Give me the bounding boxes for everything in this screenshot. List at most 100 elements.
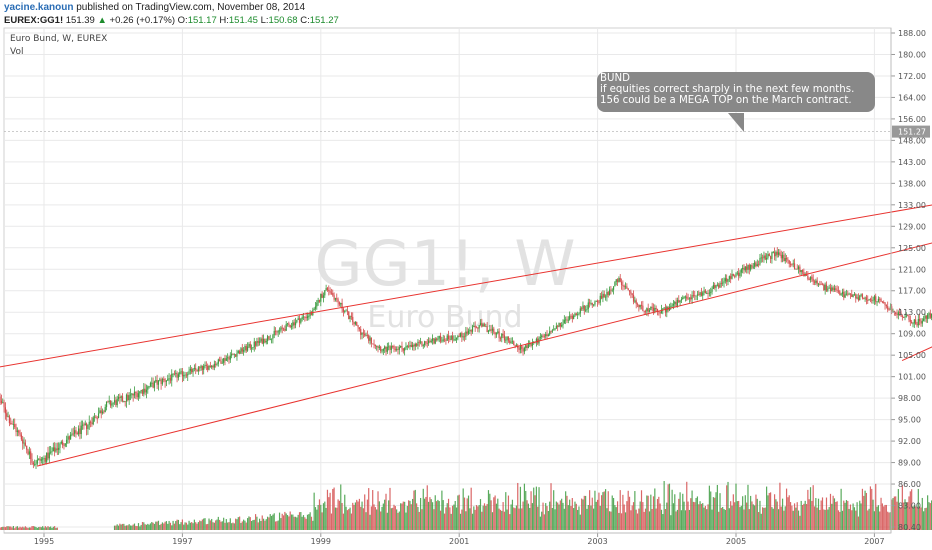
time-axis[interactable]: 1995199719992001200320052007200920112013… — [34, 533, 932, 546]
candle-body — [388, 346, 390, 348]
candle-body — [531, 342, 533, 346]
volume-bar — [3, 526, 5, 530]
volume-bar — [652, 496, 655, 530]
candle-body — [125, 394, 128, 402]
candle-body — [191, 368, 193, 373]
volume-bar — [257, 522, 259, 530]
candle-body — [586, 309, 588, 310]
trendline[interactable] — [36, 118, 932, 467]
volume-bar — [312, 520, 314, 530]
candle-body — [557, 325, 559, 327]
candle-body — [519, 346, 522, 350]
volume-bar — [849, 504, 852, 530]
volume-bar — [825, 497, 828, 530]
volume-bar — [133, 523, 136, 530]
volume-bar — [549, 501, 551, 530]
candle-body — [140, 389, 142, 392]
volume-bar — [136, 526, 138, 530]
candle-body — [654, 307, 656, 312]
candle-body — [871, 299, 873, 301]
volume-bar — [473, 506, 475, 530]
candle-body — [430, 340, 432, 342]
volume-bar — [541, 511, 543, 530]
trendlines[interactable] — [0, 118, 932, 467]
candle-body — [252, 347, 254, 349]
trendline[interactable] — [0, 118, 932, 372]
candle-body — [545, 334, 547, 337]
candle-body — [416, 344, 418, 346]
volume-bar — [724, 509, 726, 530]
candle-body — [889, 306, 891, 311]
volume-bar — [828, 507, 830, 530]
price-tick-label: 143.00 — [898, 158, 926, 167]
last-price-badge — [892, 125, 930, 138]
volume-bar — [121, 523, 124, 530]
volume-bar — [734, 502, 736, 530]
volume-bar — [314, 507, 317, 530]
volume-bar — [50, 526, 52, 530]
volume-bar — [342, 513, 345, 530]
volume-bar — [647, 495, 649, 530]
candle-body — [172, 373, 174, 375]
volume-bar — [735, 483, 737, 530]
volume-bar — [201, 519, 203, 530]
candle-body — [248, 343, 250, 347]
candle-body — [42, 458, 44, 460]
volume-bar — [671, 489, 673, 530]
candle-body — [469, 329, 471, 331]
candle-body — [489, 329, 491, 331]
candle-body — [72, 433, 74, 435]
volume-bar — [660, 509, 663, 530]
volume-bar — [345, 506, 347, 530]
volume-bar — [896, 501, 898, 530]
candle-body — [346, 310, 349, 312]
volume-bar — [542, 502, 544, 530]
volume-bar — [875, 483, 877, 530]
volume-bar — [499, 509, 502, 530]
candle-body — [714, 285, 716, 288]
volume-bar — [799, 515, 801, 530]
candle-body — [827, 288, 829, 291]
candle-body — [165, 380, 168, 382]
candle-body — [302, 316, 305, 318]
volume-bar — [768, 492, 770, 530]
volume-bar — [599, 505, 601, 530]
candle-body — [51, 451, 53, 453]
author-link[interactable]: yacine.kanoun — [4, 2, 74, 13]
candle-body — [75, 430, 77, 434]
volume-bar — [117, 525, 120, 530]
volume-bar — [607, 491, 609, 530]
volume-bar — [852, 503, 854, 530]
volume-bar — [779, 482, 781, 530]
candle-body — [2, 402, 4, 404]
volume-bar — [804, 500, 806, 530]
volume-bar — [695, 497, 697, 530]
price-axis[interactable]: 188.00 180.00 172.00 164.00 156.00 148.00 143.… — [891, 29, 930, 532]
volume-bar — [730, 501, 732, 530]
candle-body — [306, 316, 309, 319]
volume-bar — [602, 492, 604, 530]
candle-body — [875, 296, 877, 302]
candle-body — [892, 310, 894, 312]
volume-bar — [346, 510, 349, 530]
candle-body — [366, 334, 368, 336]
candle-body — [486, 326, 488, 333]
candle-body — [409, 345, 411, 347]
volume-bar — [789, 502, 792, 530]
price-tick-label: 83.00 — [898, 502, 921, 511]
volume-bar — [123, 523, 125, 530]
candle-body — [119, 397, 121, 398]
open-label: O: — [177, 15, 188, 26]
price-tick-label: 172.00 — [898, 72, 926, 81]
volume-bar — [48, 527, 50, 530]
candle-body — [642, 305, 644, 311]
volume-bar — [43, 527, 45, 530]
volume-bar — [144, 524, 146, 530]
volume-bar — [385, 493, 387, 530]
volume-bar — [692, 501, 695, 530]
candle-body — [317, 300, 319, 303]
candle-body — [269, 339, 271, 340]
time-tick-label: 1997 — [172, 537, 192, 546]
annotation-callout[interactable] — [597, 72, 875, 112]
